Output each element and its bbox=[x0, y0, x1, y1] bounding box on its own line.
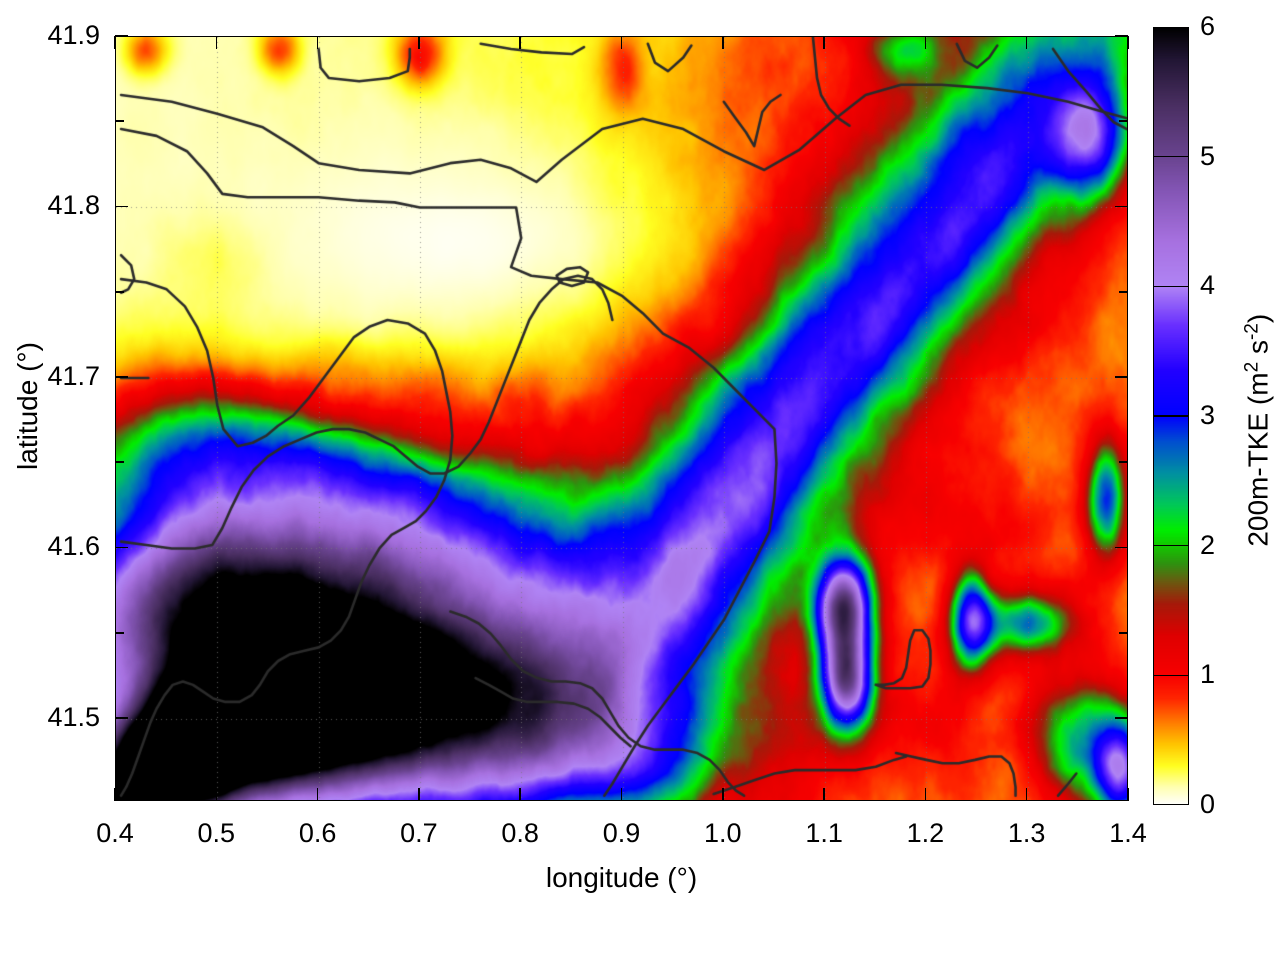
x-tick-0.9 bbox=[620, 788, 623, 801]
x-tick-1.2 bbox=[924, 788, 927, 801]
y-tick-41.8 bbox=[1115, 205, 1128, 208]
x-tick-1.0 bbox=[722, 36, 724, 49]
y-tick-41.8 bbox=[115, 205, 128, 208]
colorbar-title-mid: s bbox=[1242, 340, 1274, 362]
x-tick-1.4 bbox=[1127, 788, 1129, 801]
x-tick-0.6 bbox=[316, 788, 319, 801]
y-minor-tick bbox=[1119, 120, 1128, 123]
colorbar-tick-label-4: 4 bbox=[1200, 270, 1216, 301]
y-minor-tick bbox=[115, 290, 124, 293]
x-tick-label-0.7: 0.7 bbox=[400, 818, 438, 848]
colorbar-title: 200m-TKE (m2 s-2) bbox=[1241, 314, 1274, 547]
y-tick-41.7 bbox=[115, 376, 128, 378]
y-tick-41.9 bbox=[1115, 35, 1128, 37]
y-tick-41.5 bbox=[1115, 717, 1128, 719]
x-tick-0.5 bbox=[215, 36, 218, 49]
y-axis-title: latitude (°) bbox=[12, 342, 43, 470]
x-tick-0.4 bbox=[114, 36, 116, 49]
y-minor-tick bbox=[115, 461, 124, 464]
x-tick-label-1.4: 1.4 bbox=[1109, 818, 1147, 848]
colorbar-tick-3 bbox=[1154, 415, 1188, 417]
x-tick-0.8 bbox=[519, 36, 521, 49]
x-tick-label-0.5: 0.5 bbox=[197, 818, 236, 848]
y-tick-41.7 bbox=[1115, 376, 1128, 378]
y-tick-41.6 bbox=[115, 546, 128, 549]
x-tick-label-1.1: 1.1 bbox=[805, 818, 843, 848]
colorbar-tick-label-3: 3 bbox=[1200, 400, 1216, 430]
colorbar-title-exp1: 2 bbox=[1241, 361, 1263, 373]
y-minor-tick bbox=[115, 631, 124, 634]
colorbar-tick-label-1: 1 bbox=[1200, 659, 1216, 690]
y-tick-label-41.6: 41.6 bbox=[47, 531, 100, 562]
x-tick-0.4 bbox=[114, 788, 116, 801]
x-tick-label-1.0: 1.0 bbox=[704, 818, 742, 848]
colorbar-title-end: ) bbox=[1242, 313, 1274, 324]
x-tick-label-0.4: 0.4 bbox=[96, 818, 134, 848]
x-tick-label-1.2: 1.2 bbox=[906, 818, 945, 848]
colorbar-tick-label-0: 0 bbox=[1200, 789, 1216, 819]
colorbar-tick-label-2: 2 bbox=[1200, 529, 1216, 560]
x-tick-label-0.9: 0.9 bbox=[602, 818, 641, 848]
x-tick-1.1 bbox=[823, 788, 825, 801]
x-tick-1.3 bbox=[1025, 788, 1028, 801]
x-tick-1.1 bbox=[823, 36, 825, 49]
x-tick-1.0 bbox=[722, 788, 724, 801]
colorbar-title-main: 200m-TKE (m bbox=[1242, 372, 1274, 547]
coastline-overlay-canvas bbox=[116, 37, 1127, 800]
y-minor-tick bbox=[1119, 461, 1128, 464]
x-tick-0.6 bbox=[316, 36, 319, 49]
colorbar-tick-label-5: 5 bbox=[1200, 140, 1216, 171]
y-tick-label-41.9: 41.9 bbox=[47, 20, 100, 50]
colorbar-tick-label-6: 6 bbox=[1200, 11, 1216, 41]
x-tick-1.3 bbox=[1025, 36, 1028, 49]
y-tick-41.6 bbox=[1115, 546, 1128, 549]
x-tick-1.2 bbox=[924, 36, 927, 49]
colorbar-tick-2 bbox=[1154, 544, 1188, 547]
y-minor-tick bbox=[1119, 631, 1128, 634]
y-minor-tick bbox=[115, 120, 124, 123]
y-tick-label-41.8: 41.8 bbox=[47, 190, 100, 221]
colorbar-tick-5 bbox=[1154, 155, 1188, 158]
y-tick-41.9 bbox=[115, 35, 128, 37]
colorbar-tick-4 bbox=[1154, 285, 1188, 288]
x-tick-0.7 bbox=[418, 36, 420, 49]
x-tick-0.5 bbox=[215, 788, 218, 801]
colorbar-tick-1 bbox=[1154, 674, 1188, 677]
x-tick-label-0.6: 0.6 bbox=[298, 818, 337, 848]
y-tick-label-41.7: 41.7 bbox=[47, 360, 100, 391]
colorbar-title-exp2: -2 bbox=[1241, 323, 1263, 341]
plot-area bbox=[115, 36, 1128, 801]
y-tick-label-41.5: 41.5 bbox=[47, 701, 100, 732]
x-axis-title: longitude (°) bbox=[545, 862, 698, 893]
y-tick-41.5 bbox=[115, 717, 128, 719]
x-tick-label-1.3: 1.3 bbox=[1007, 818, 1046, 848]
x-tick-0.9 bbox=[620, 36, 623, 49]
x-tick-label-0.8: 0.8 bbox=[501, 818, 539, 848]
x-tick-0.8 bbox=[519, 788, 521, 801]
x-tick-1.4 bbox=[1127, 36, 1129, 49]
y-minor-tick bbox=[1119, 290, 1128, 293]
x-tick-0.7 bbox=[418, 788, 420, 801]
